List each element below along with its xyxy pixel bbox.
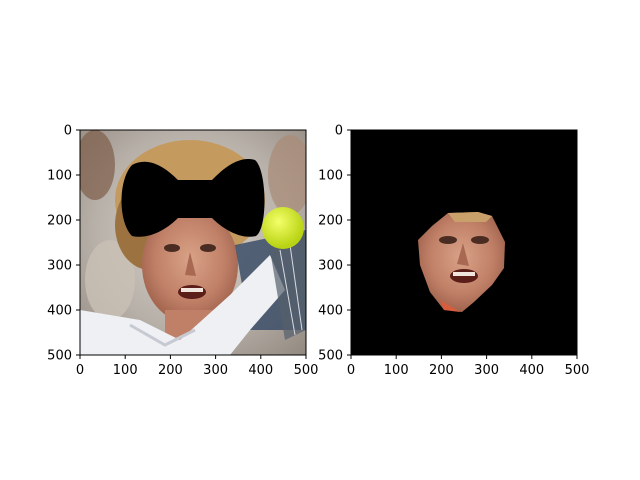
left-x-tick-label: 100 [113,363,138,378]
right-axes-frame [350,129,578,356]
left-x-tick-label: 400 [248,363,273,378]
left-y-tick-label: 0 [64,124,72,139]
right-x-tick-label: 200 [429,363,454,378]
right-photo [351,130,577,355]
left-axis-ticks: 0 100 200 300 400 500 0 100 200 300 400 500 [47,124,318,379]
left-x-tick-label: 300 [203,363,228,378]
right-image-panel: 0 100 200 300 400 500 0 100 200 300 400 500 [318,124,589,379]
right-x-tick-label: 400 [519,363,544,378]
right-x-tick-label: 300 [474,363,499,378]
left-y-tick-label: 500 [47,349,72,364]
right-y-tick-label: 500 [318,349,343,364]
left-photo [80,130,306,355]
left-y-tick-label: 400 [47,304,72,319]
right-y-tick-label: 300 [318,259,343,274]
right-x-tick-label: 500 [565,363,590,378]
right-y-tick-label: 100 [318,169,343,184]
right-axis-ticks: 0 100 200 300 400 500 0 100 200 300 400 500 [318,124,589,379]
left-image-panel: 0 100 200 300 400 500 0 100 200 300 400 500 [47,124,318,379]
right-x-tick-label: 0 [347,363,355,378]
left-axes-frame [79,129,307,356]
right-y-tick-label: 400 [318,304,343,319]
left-x-tick-label: 200 [158,363,183,378]
left-y-tick-label: 300 [47,259,72,274]
left-y-tick-label: 200 [47,214,72,229]
right-y-tick-label: 0 [335,124,343,139]
left-x-tick-label: 500 [294,363,319,378]
right-x-tick-label: 100 [384,363,409,378]
left-x-tick-label: 0 [76,363,84,378]
left-y-tick-label: 100 [47,169,72,184]
bow-tie-mask [121,159,265,237]
right-y-tick-label: 200 [318,214,343,229]
